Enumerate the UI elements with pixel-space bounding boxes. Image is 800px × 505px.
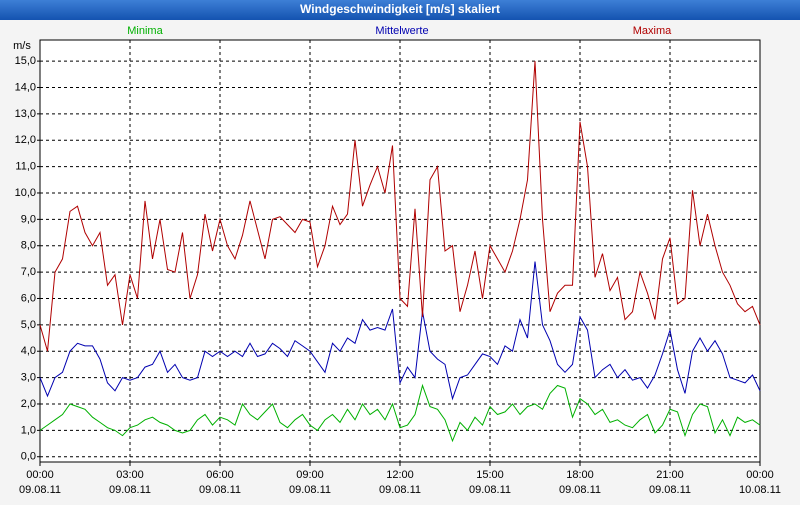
x-tick-date: 09.08.11	[649, 484, 691, 496]
x-tick-label: 00:00	[26, 469, 54, 481]
x-tick-date: 09.08.11	[379, 484, 421, 496]
y-tick-label: 6,0	[21, 292, 36, 304]
y-tick-label: 3,0	[21, 372, 36, 384]
y-tick-label: 0,0	[21, 451, 36, 463]
x-tick-date: 09.08.11	[289, 484, 331, 496]
x-tick-label: 21:00	[656, 469, 684, 481]
y-tick-label: 11,0	[15, 161, 36, 173]
series-line	[39, 61, 761, 352]
x-tick-label: 00:00	[746, 469, 774, 481]
chart-title: Windgeschwindigkeit [m/s] skaliert	[300, 2, 500, 16]
x-tick-label: 18:00	[566, 469, 594, 481]
y-tick-label: 14,0	[15, 81, 36, 93]
y-tick-label: 5,0	[21, 319, 36, 331]
x-tick-label: 15:00	[476, 469, 504, 481]
y-tick-label: 1,0	[21, 424, 36, 436]
y-tick-label: 12,0	[15, 134, 36, 146]
x-tick-date: 09.08.11	[109, 484, 151, 496]
x-tick-date: 09.08.11	[199, 484, 241, 496]
legend-label: Minima	[127, 25, 163, 37]
title-bar	[0, 0, 800, 20]
y-axis-label: m/s	[13, 40, 31, 52]
plot-layer: 0,0 1,0 2,0 3,0 4,0 5,0 6,0 7,0 8,0 9,0 10,0 11,0 12…	[15, 25, 781, 496]
x-tick-label: 03:00	[116, 469, 144, 481]
y-tick-label: 2,0	[21, 398, 36, 410]
y-tick-label: 9,0	[21, 213, 36, 225]
y-tick-label: 8,0	[21, 240, 36, 252]
legend-label: Mittelwerte	[375, 25, 428, 37]
y-tick-label: 4,0	[21, 345, 36, 357]
x-tick-label: 06:00	[206, 469, 234, 481]
x-tick-label: 12:00	[386, 469, 414, 481]
series-line	[39, 261, 761, 401]
series-line	[39, 383, 761, 443]
y-tick-label: 15,0	[15, 55, 36, 67]
x-tick-date: 09.08.11	[19, 484, 61, 496]
x-tick-date: 10.08.11	[739, 484, 781, 496]
y-tick-label: 7,0	[21, 266, 36, 278]
x-tick-label: 09:00	[296, 469, 324, 481]
x-tick-date: 09.08.11	[469, 484, 511, 496]
legend-label: Maxima	[633, 25, 672, 37]
y-tick-label: 13,0	[15, 108, 36, 120]
y-tick-label: 10,0	[15, 187, 36, 199]
x-tick-date: 09.08.11	[559, 484, 601, 496]
